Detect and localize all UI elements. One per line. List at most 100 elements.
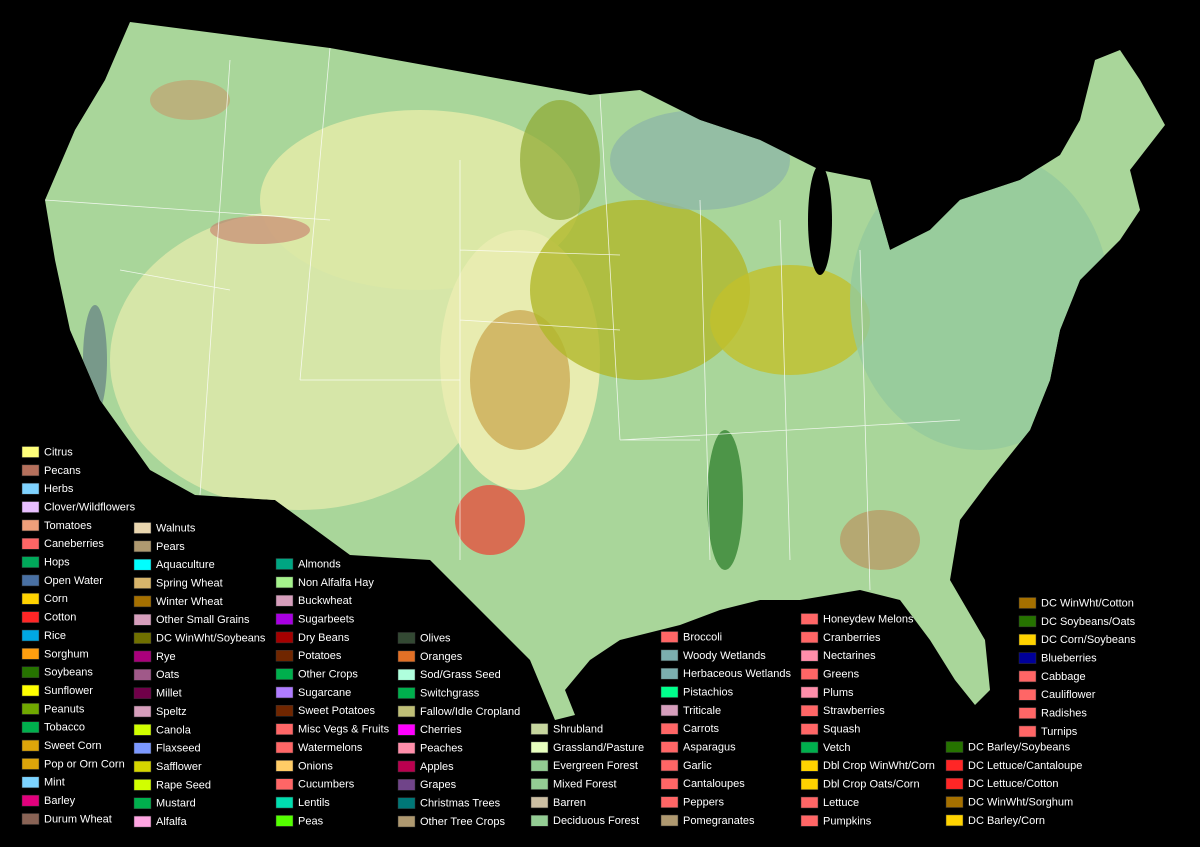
- legend-label: Strawberries: [823, 705, 885, 717]
- legend-label: Cherries: [420, 724, 462, 736]
- legend-label: Herbaceous Wetlands: [683, 668, 792, 680]
- legend-label: Pop or Orn Corn: [44, 758, 125, 770]
- legend-swatch: [530, 796, 549, 809]
- legend-label: DC WinWht/Sorghum: [968, 796, 1073, 808]
- legend-swatch: [21, 629, 40, 642]
- legend-entry: DC Soybeans/Oats: [1018, 615, 1136, 628]
- legend-entry: Safflower: [133, 760, 202, 773]
- legend-label: Shrubland: [553, 723, 603, 735]
- legend-entry: Sugarcane: [275, 686, 351, 699]
- legend-swatch: [530, 741, 549, 754]
- legend-label: Cantaloupes: [683, 778, 745, 790]
- legend-entry: Tomatoes: [21, 519, 92, 532]
- legend-swatch: [21, 794, 40, 807]
- legend-entry: DC Corn/Soybeans: [1018, 633, 1136, 646]
- legend-label: Triticale: [683, 705, 721, 717]
- legend-label: Pomegranates: [683, 815, 755, 827]
- legend-swatch: [133, 669, 152, 681]
- legend-swatch: [1018, 597, 1037, 609]
- legend-swatch: [275, 594, 294, 607]
- legend-entry: Durum Wheat: [21, 813, 112, 825]
- legend-label: Peaches: [420, 743, 463, 755]
- legend-entry: Rice: [21, 629, 66, 642]
- legend-entry: Peppers: [660, 796, 724, 809]
- legend-entry: Greens: [800, 668, 860, 680]
- legend-entry: Pecans: [21, 464, 81, 477]
- legend-label: Oranges: [420, 651, 463, 663]
- legend-swatch: [945, 777, 964, 790]
- legend-entry: Oats: [133, 669, 180, 681]
- legend-swatch: [21, 482, 40, 495]
- corn-belt-west: [530, 200, 750, 380]
- legend-entry: Soybeans: [21, 666, 93, 679]
- legend-label: Cotton: [44, 612, 76, 624]
- legend-entry: DC WinWht/Sorghum: [945, 796, 1073, 808]
- legend-entry: Pumpkins: [800, 815, 872, 827]
- legend-label: Durum Wheat: [44, 813, 112, 825]
- legend-entry: Canola: [133, 724, 192, 736]
- legend-entry: Other Crops: [275, 668, 358, 681]
- legend-entry: DC Lettuce/Cantaloupe: [945, 759, 1082, 772]
- legend-entry: Sorghum: [21, 648, 89, 660]
- legend-swatch: [800, 796, 819, 809]
- legend-label: Greens: [823, 668, 860, 680]
- legend-entry: Cantaloupes: [660, 778, 745, 790]
- legend-entry: Lentils: [275, 796, 330, 809]
- legend-label: Caneberries: [44, 538, 104, 550]
- legend-swatch: [397, 705, 416, 718]
- legend-swatch: [133, 650, 152, 663]
- legend-swatch: [21, 813, 40, 825]
- legend-label: Cranberries: [823, 632, 881, 644]
- legend-entry: Sod/Grass Seed: [397, 668, 501, 681]
- legend-entry: Mixed Forest: [530, 778, 617, 790]
- legend-label: Sugarcane: [298, 687, 351, 699]
- legend-swatch: [275, 778, 294, 790]
- legend-entry: Radishes: [1018, 707, 1087, 720]
- legend-swatch: [21, 648, 40, 660]
- legend-label: Lentils: [298, 797, 330, 809]
- legend-swatch: [945, 814, 964, 827]
- legend-entry: Open Water: [21, 574, 103, 587]
- legend-swatch: [397, 742, 416, 754]
- legend-swatch: [530, 759, 549, 772]
- legend-entry: Onions: [275, 760, 333, 772]
- legend-entry: Grassland/Pasture: [530, 741, 644, 754]
- legend-label: Sugarbeets: [298, 613, 355, 625]
- legend-swatch: [530, 778, 549, 790]
- legend-swatch: [660, 704, 679, 717]
- legend-swatch: [133, 558, 152, 571]
- legend-entry: Peas: [275, 815, 324, 827]
- legend-entry: Pistachios: [660, 686, 734, 698]
- snake-river: [210, 216, 310, 244]
- legend-label: Mint: [44, 777, 65, 789]
- legend-swatch: [133, 614, 152, 626]
- legend-entry: Vetch: [800, 741, 851, 754]
- legend-entry: Rape Seed: [133, 779, 211, 791]
- legend-entry: Dbl Crop Oats/Corn: [800, 778, 920, 791]
- legend-swatch: [660, 723, 679, 735]
- palouse: [150, 80, 230, 120]
- legend-swatch: [1018, 707, 1037, 719]
- legend-label: Other Tree Crops: [420, 816, 505, 828]
- legend-entry: Strawberries: [800, 705, 885, 717]
- legend-entry: Turnips: [1018, 725, 1078, 738]
- legend-label: Dry Beans: [298, 632, 350, 644]
- legend-label: Peanuts: [44, 703, 85, 715]
- legend-entry: Hops: [21, 556, 70, 569]
- legend-label: Sod/Grass Seed: [420, 669, 501, 681]
- legend-swatch: [660, 796, 679, 808]
- legend-swatch: [397, 632, 416, 644]
- legend-swatch: [660, 759, 679, 772]
- legend-swatch: [133, 760, 152, 773]
- legend-swatch: [397, 815, 416, 828]
- legend-entry: Spring Wheat: [133, 577, 223, 589]
- legend-swatch: [21, 501, 40, 513]
- legend-label: Rice: [44, 630, 66, 642]
- legend-swatch: [21, 684, 40, 697]
- legend-entry: Potatoes: [275, 650, 342, 662]
- legend-swatch: [1018, 689, 1037, 701]
- legend-swatch: [21, 519, 40, 532]
- legend-label: Cucumbers: [298, 779, 355, 791]
- legend-swatch: [133, 815, 152, 828]
